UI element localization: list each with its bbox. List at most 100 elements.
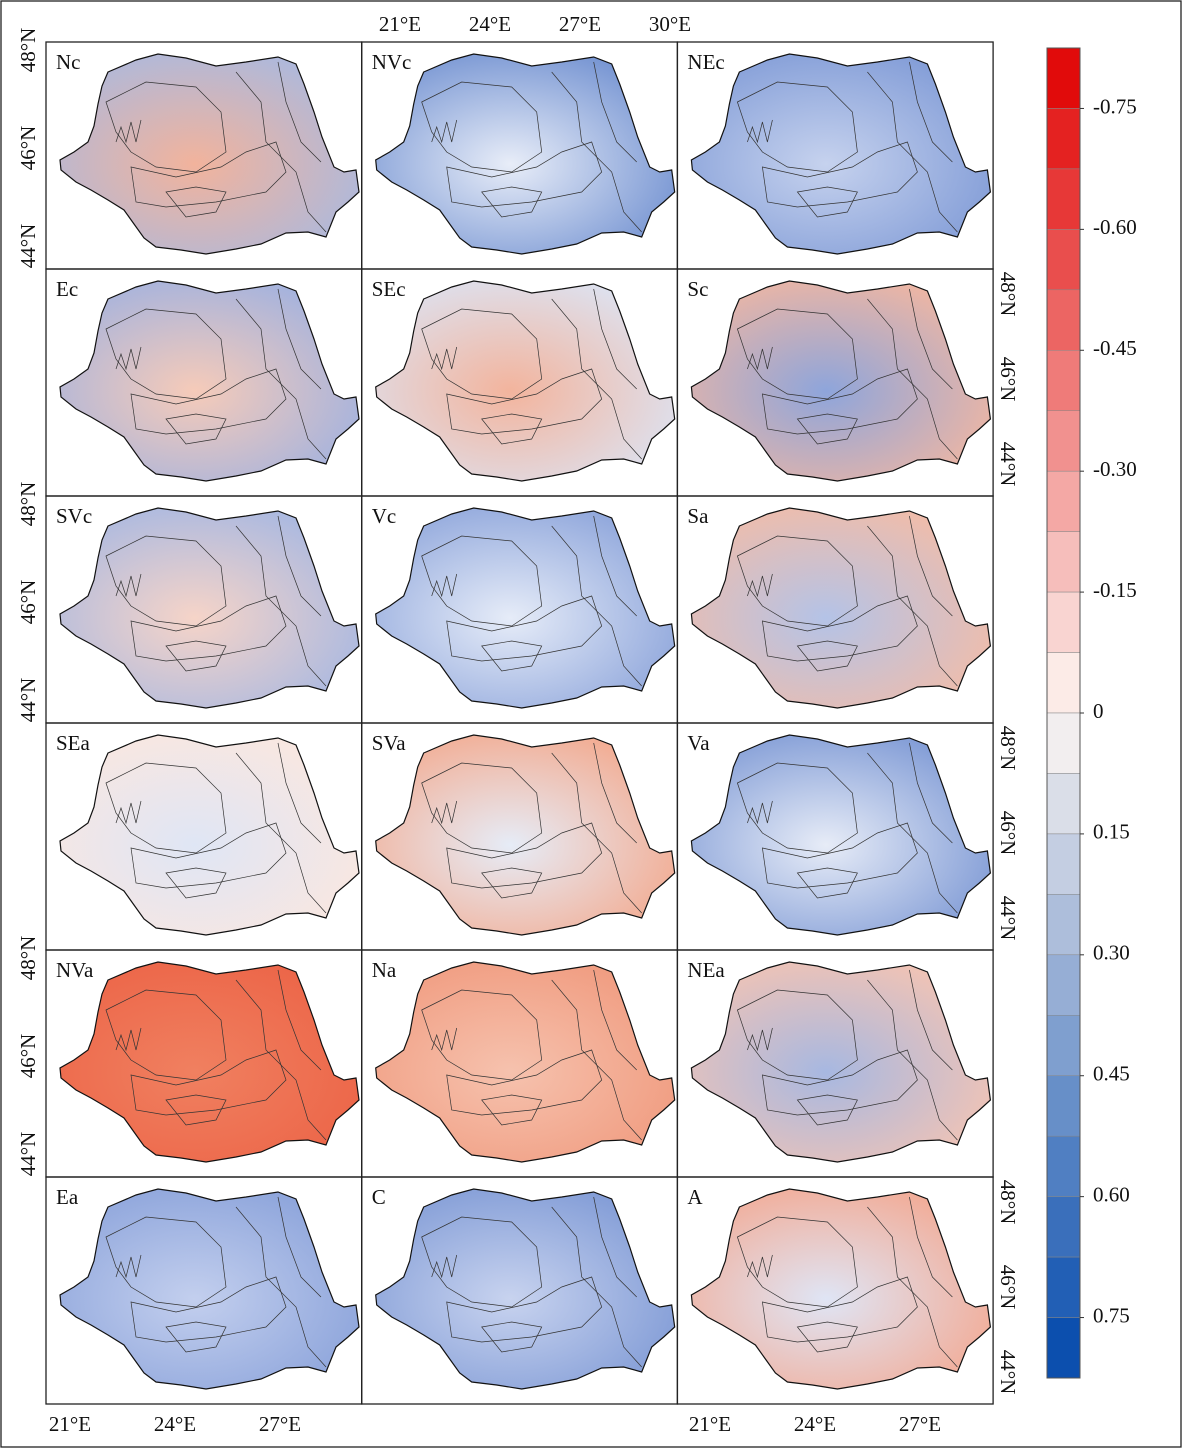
region-border	[446, 595, 603, 662]
region-border	[235, 71, 327, 233]
region-border	[235, 752, 327, 914]
region-border	[796, 186, 858, 218]
panel-label: NEc	[687, 50, 724, 74]
region-border	[115, 1254, 142, 1279]
region-border	[481, 413, 543, 445]
map-panel: SEa	[45, 722, 363, 951]
map-panel: Sc	[676, 268, 994, 497]
map-panel: SVa	[361, 722, 679, 951]
region-border	[867, 298, 958, 460]
colorbar-tick-label: -0.30	[1093, 457, 1137, 481]
region-border	[277, 515, 322, 617]
lat-tick-label: 48°N	[16, 482, 40, 527]
region-border	[736, 1216, 858, 1308]
region-border	[277, 1196, 322, 1298]
region-border	[481, 640, 543, 672]
region-border	[235, 298, 327, 460]
country-map	[375, 507, 676, 709]
colorbar-bin	[1046, 1135, 1081, 1197]
region-border	[115, 346, 142, 371]
map-panel: NVa	[45, 949, 363, 1178]
region-border	[446, 1276, 603, 1343]
colorbar-bin	[1046, 954, 1081, 1016]
region-border	[747, 1027, 773, 1052]
region-border	[736, 81, 858, 173]
region-border	[867, 525, 958, 687]
region-border	[593, 61, 637, 163]
country-map	[690, 280, 992, 482]
colorbar-bin	[1046, 894, 1081, 956]
country-map	[375, 1188, 676, 1390]
panel-label: SVa	[372, 731, 407, 755]
region-border	[421, 81, 543, 173]
region-border	[421, 1216, 543, 1308]
map-panel: Va	[676, 722, 994, 951]
region-border	[130, 822, 287, 889]
country-map	[59, 507, 360, 709]
region-border	[909, 288, 953, 390]
region-border	[277, 969, 322, 1071]
colorbar-tick-label: -0.15	[1093, 578, 1137, 602]
map-panel: NVc	[361, 41, 679, 270]
lat-tick-label: 44°N	[16, 1132, 40, 1177]
region-border	[446, 368, 603, 435]
map-panel: C	[361, 1176, 679, 1405]
region-border	[736, 989, 858, 1081]
lat-tick-label: 48°N	[996, 726, 1020, 771]
region-border	[421, 762, 543, 854]
country-map	[375, 961, 676, 1163]
colorbar-bin	[1046, 470, 1081, 532]
region-border	[446, 1049, 603, 1116]
lat-tick-label: 46°N	[996, 357, 1020, 402]
region-border	[431, 119, 458, 144]
country-map	[59, 1188, 360, 1390]
colorbar-bin	[1046, 108, 1081, 170]
region-border	[551, 752, 642, 914]
region-border	[593, 1196, 637, 1298]
lon-tick-label: 24°E	[794, 1412, 836, 1436]
colorbar-bin	[1046, 712, 1081, 774]
panel-label: Va	[687, 731, 710, 755]
lat-tick-label: 46°N	[996, 811, 1020, 856]
country-map	[690, 734, 992, 936]
region-border	[796, 867, 858, 899]
panel-label: Na	[372, 958, 397, 982]
region-border	[593, 515, 637, 617]
region-border	[593, 288, 637, 390]
colorbar-bin	[1046, 350, 1081, 411]
region-border	[130, 1276, 287, 1343]
region-border	[421, 989, 543, 1081]
region-border	[115, 800, 142, 825]
region-border	[796, 640, 858, 672]
panel-label: SVc	[56, 504, 92, 528]
panel-label: Sa	[687, 504, 709, 528]
region-border	[130, 595, 287, 662]
map-panel: Na	[361, 949, 679, 1178]
colorbar-bin	[1046, 1015, 1081, 1076]
region-border	[747, 119, 773, 144]
region-border	[909, 742, 953, 844]
lon-tick-label: 21°E	[689, 1412, 731, 1436]
region-border	[747, 573, 773, 598]
panel-label: NVc	[372, 50, 412, 74]
region-border	[747, 346, 773, 371]
region-border	[277, 288, 322, 390]
region-border	[481, 867, 543, 899]
region-border	[115, 119, 142, 144]
colorbar-bin	[1046, 229, 1081, 291]
panel-label: C	[372, 1185, 386, 1209]
map-panel: SEc	[361, 268, 679, 497]
region-border	[867, 979, 958, 1141]
panel-label: Ea	[56, 1185, 79, 1209]
region-border	[105, 1216, 227, 1308]
lat-tick-label: 44°N	[16, 678, 40, 723]
lat-tick-label: 44°N	[996, 442, 1020, 487]
lon-tick-label: 30°E	[649, 12, 691, 36]
region-border	[165, 867, 227, 899]
colorbar-bin	[1046, 289, 1081, 351]
region-border	[867, 1206, 958, 1368]
lon-tick-label: 27°E	[899, 1412, 941, 1436]
colorbar-tick-label: 0.15	[1093, 820, 1130, 844]
colorbar-tick-label: -0.45	[1093, 336, 1137, 360]
region-border	[105, 535, 227, 627]
